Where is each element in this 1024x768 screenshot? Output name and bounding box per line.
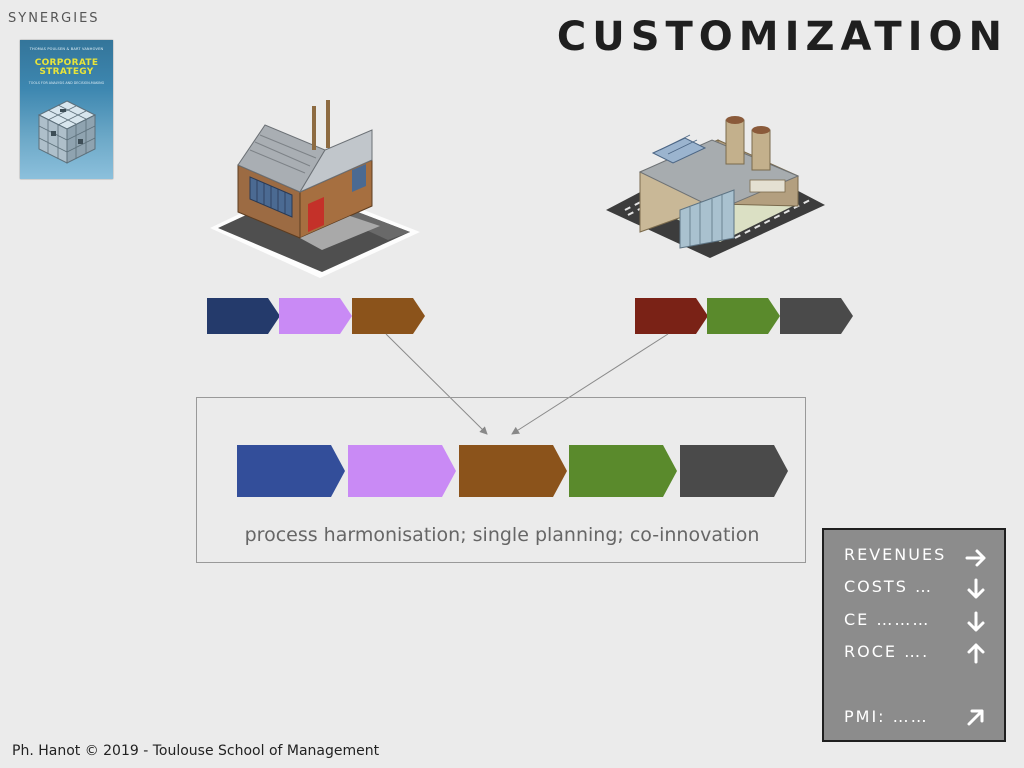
book-subtitle: TOOLS FOR ANALYSIS AND DECISION-MAKING [28, 81, 105, 85]
merged-chain-step [348, 445, 456, 497]
arrow-up-icon [967, 643, 985, 664]
arrow-right-to-merged [511, 333, 669, 435]
merged-caption: process harmonisation; single planning; … [244, 524, 760, 546]
arrow-up-right-icon [967, 709, 984, 726]
book-title-line-1: CORPORATE [34, 58, 99, 68]
brick-factory-illustration [210, 100, 825, 278]
merged-value-chain-box: process harmonisation; single planning; … [196, 397, 806, 563]
merged-chain-step [237, 445, 345, 497]
book-authors: THOMAS POULSEN & BART VANHOVEN [29, 47, 104, 51]
kpi-label-ce: CE ……… [844, 610, 931, 629]
left-value-chain [207, 298, 427, 334]
arrow-right-icon [965, 549, 986, 567]
kpi-label-pmi: PMI: …… [844, 707, 929, 726]
merged-chain-step [569, 445, 677, 497]
footer-credit: Ph. Hanot © 2019 - Toulouse School of Ma… [12, 743, 380, 759]
arrow-down-icon [967, 611, 985, 632]
book-cover-image: THOMAS POULSEN & BART VANHOVEN CORPORATE… [20, 40, 113, 179]
merged-chain-step [680, 445, 788, 497]
cube-illustration [37, 100, 97, 164]
book-title: CORPORATE STRATEGY [23, 59, 110, 77]
page-title: CUSTOMIZATION [556, 14, 1008, 60]
chain-step [352, 298, 425, 334]
chain-step [279, 298, 352, 334]
kpi-label-costs: COSTS … [844, 577, 933, 596]
right-value-chain [635, 298, 855, 334]
chain-step [707, 298, 780, 334]
kpi-label-revenues: REVENUES [844, 545, 947, 564]
chain-step [780, 298, 853, 334]
kpi-label-roce: ROCE …. [844, 642, 930, 661]
merged-chain-step [459, 445, 567, 497]
arrow-down-icon [967, 578, 985, 599]
chain-step [635, 298, 708, 334]
chain-step [207, 298, 280, 334]
section-label: SYNERGIES [8, 11, 100, 26]
arrow-left-to-merged [385, 333, 488, 435]
kpi-panel: REVENUES COSTS … CE ……… ROCE …. PMI: …… [822, 528, 1006, 742]
book-title-line-2: STRATEGY [39, 67, 94, 77]
